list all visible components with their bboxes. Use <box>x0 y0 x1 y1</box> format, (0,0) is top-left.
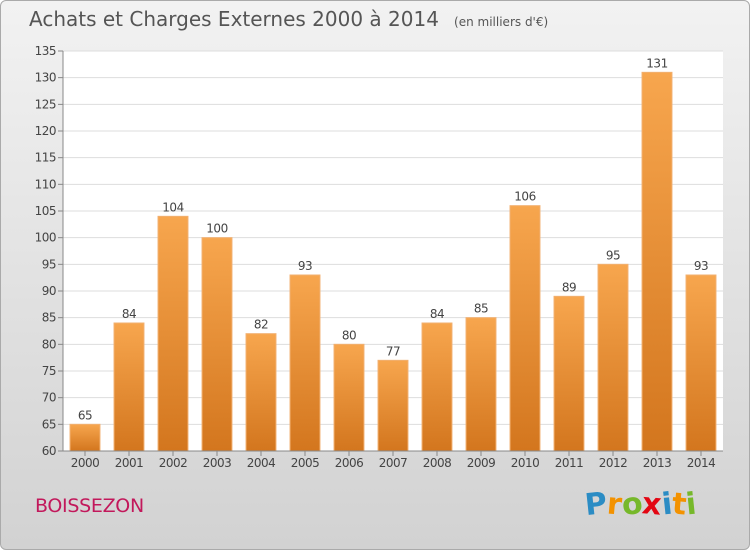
y-tick-label: 90 <box>42 284 56 298</box>
bar-2012 <box>597 263 629 452</box>
bar-2000 <box>69 423 101 452</box>
y-tick-label: 70 <box>42 391 56 405</box>
y-tick-label: 105 <box>35 204 56 218</box>
y-tick-label: 120 <box>35 124 56 138</box>
value-label: 100 <box>206 222 227 236</box>
bar-2010 <box>509 205 541 452</box>
y-tick-label: 110 <box>35 177 56 191</box>
bar-2008 <box>421 322 453 452</box>
x-tick-label: 2006 <box>335 456 364 470</box>
bar-2006 <box>333 343 365 452</box>
bar-2003 <box>201 237 233 452</box>
y-tick-label: 80 <box>42 337 56 351</box>
bar-2011 <box>553 295 585 452</box>
logo-letter: i <box>684 486 699 523</box>
value-label: 104 <box>162 200 183 214</box>
x-tick-label: 2008 <box>423 456 452 470</box>
bar-2009 <box>465 317 497 452</box>
y-tick-label: 95 <box>42 257 56 271</box>
y-tick-label: 65 <box>42 417 56 431</box>
bar-2002 <box>157 215 189 452</box>
x-tick-label: 2000 <box>71 456 100 470</box>
proxiti-logo: Proxiti <box>583 486 699 523</box>
chart-title: Achats et Charges Externes 2000 à 2014 <box>29 7 439 31</box>
value-label: 77 <box>386 344 400 358</box>
value-label: 93 <box>298 259 312 273</box>
value-label: 80 <box>342 328 356 342</box>
bar-2014 <box>685 274 717 452</box>
chart-subtitle: (en milliers d'€) <box>454 15 549 29</box>
x-tick-label: 2010 <box>511 456 540 470</box>
bar-2013 <box>641 71 673 452</box>
title-row: Achats et Charges Externes 2000 à 2014 (… <box>29 7 548 31</box>
y-tick-label: 115 <box>35 151 56 165</box>
value-label: 93 <box>694 259 708 273</box>
bar-2004 <box>245 333 277 452</box>
axis-layer <box>58 50 723 456</box>
value-label: 82 <box>254 318 268 332</box>
x-tick-label: 2001 <box>115 456 144 470</box>
y-tick-label: 125 <box>35 97 56 111</box>
y-tick-label: 85 <box>42 311 56 325</box>
x-tick-label: 2014 <box>687 456 716 470</box>
label-layer: 60 65 70 75 80 85 90 95 100 105 110 115 120 125 130 135… <box>35 44 716 470</box>
y-tick-label: 75 <box>42 364 56 378</box>
x-tick-label: 2005 <box>291 456 320 470</box>
x-tick-label: 2007 <box>379 456 408 470</box>
value-label: 95 <box>606 248 620 262</box>
value-label: 85 <box>474 302 488 316</box>
value-label: 84 <box>430 307 444 321</box>
x-tick-label: 2003 <box>203 456 232 470</box>
bar-2001 <box>113 322 145 452</box>
y-tick-label: 100 <box>35 231 56 245</box>
y-tick-label: 135 <box>35 44 56 58</box>
y-tick-label: 60 <box>42 444 56 458</box>
commune-name: BOISSEZON <box>35 495 144 517</box>
value-label: 131 <box>646 56 667 70</box>
value-label: 65 <box>78 408 92 422</box>
x-tick-label: 2012 <box>599 456 628 470</box>
bar-2005 <box>289 274 321 452</box>
value-label: 84 <box>122 307 136 321</box>
x-tick-label: 2013 <box>643 456 672 470</box>
bar-2007 <box>377 359 409 452</box>
x-tick-label: 2002 <box>159 456 188 470</box>
x-tick-label: 2004 <box>247 456 276 470</box>
y-tick-label: 130 <box>35 71 56 85</box>
value-label: 106 <box>514 190 535 204</box>
value-label: 89 <box>562 280 576 294</box>
x-tick-label: 2011 <box>555 456 584 470</box>
bar-layer <box>69 71 717 452</box>
x-tick-label: 2009 <box>467 456 496 470</box>
